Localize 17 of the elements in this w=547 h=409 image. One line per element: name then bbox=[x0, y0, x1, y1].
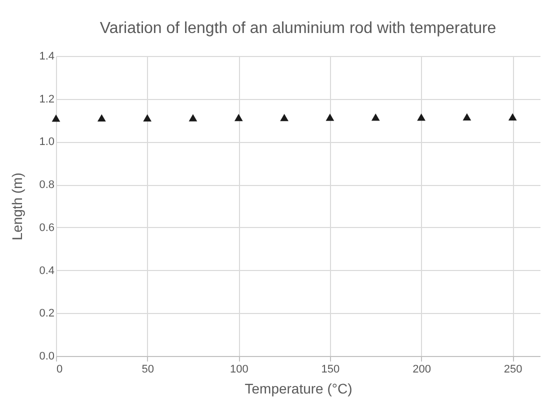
y-tick-label: 1.0 bbox=[39, 136, 54, 148]
x-tick-label: 0 bbox=[56, 364, 63, 376]
x-tick-label: 50 bbox=[142, 364, 154, 376]
y-tick-label: 0.2 bbox=[39, 308, 54, 320]
x-tick-label: 250 bbox=[504, 364, 522, 376]
x-tick-label: 100 bbox=[230, 364, 248, 376]
y-axis-title: Length (m) bbox=[9, 172, 26, 240]
y-tick-label: 0.6 bbox=[39, 222, 54, 234]
y-tick-label: 0.4 bbox=[39, 264, 54, 277]
x-tick-label: 200 bbox=[412, 364, 431, 376]
y-tick-label: 0.0 bbox=[39, 350, 54, 362]
x-tick-label: 150 bbox=[321, 364, 340, 376]
y-tick-label: 1.4 bbox=[39, 50, 54, 62]
y-tick-label: 0.8 bbox=[39, 179, 54, 192]
y-tick-label: 1.2 bbox=[39, 93, 54, 106]
chart-title: Variation of length of an aluminium rod with temperature bbox=[100, 20, 496, 37]
x-axis-title: Temperature (°C) bbox=[244, 380, 352, 396]
